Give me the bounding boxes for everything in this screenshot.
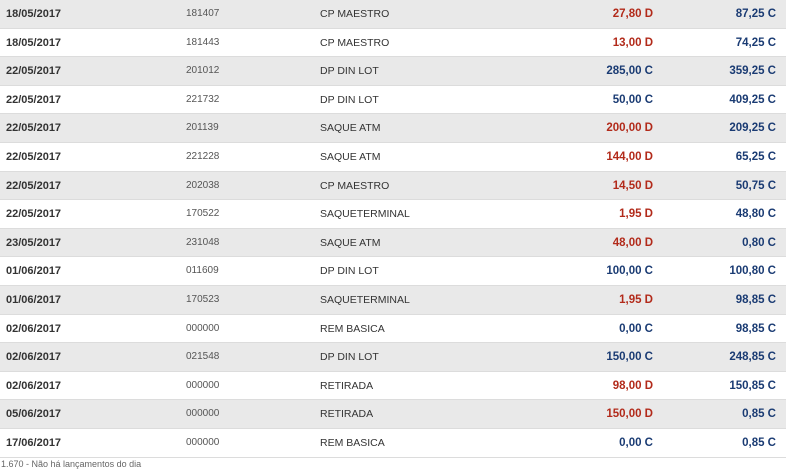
statement-footnote: 1.670 - Não há lançamentos do dia [1, 459, 142, 469]
document-number-cell: 011609 [186, 265, 219, 277]
balance-cell: 48,80 C [735, 208, 776, 221]
date-cell: 05/06/2017 [6, 408, 62, 421]
balance-cell: 50,75 C [735, 179, 776, 192]
balance-cell: 98,85 C [735, 293, 776, 306]
description-cell: SAQUE ATM [320, 122, 381, 135]
amount-cell: 13,00 D [612, 36, 653, 49]
document-number-cell: 201012 [186, 65, 220, 77]
table-row: 22/05/2017 201139 SAQUE ATM 200,00 D 209,25 … [0, 114, 786, 143]
description-cell: RETIRADA [320, 379, 374, 392]
table-row: 22/05/2017 201012 DP DIN LOT 285,00 C 359,25… [0, 57, 786, 86]
date-cell: 01/06/2017 [6, 265, 62, 278]
document-number-cell: 170523 [186, 293, 220, 305]
document-number-cell: 201139 [186, 122, 219, 134]
description-cell: CP MAESTRO [320, 179, 390, 192]
statement-table: 18/05/2017 181407 CP MAESTRO 27,80 D 87,25 C… [0, 0, 786, 458]
amount-cell: 285,00 C [606, 65, 653, 78]
description-cell: SAQUE ATM [320, 236, 381, 249]
date-cell: 02/06/2017 [6, 351, 62, 364]
document-number-cell: 221732 [186, 93, 220, 105]
table-row: 17/06/2017 000000 REM BASICA 0,00 C 0,85 C [0, 428, 786, 458]
balance-cell: 150,85 C [729, 379, 776, 392]
amount-cell: 27,80 D [612, 8, 653, 20]
balance-cell: 65,25 C [735, 150, 776, 163]
balance-cell: 98,85 C [735, 322, 776, 335]
amount-cell: 144,00 D [606, 150, 653, 163]
table-row: 18/05/2017 181443 CP MAESTRO 13,00 D 74,25 C [0, 28, 786, 58]
description-cell: DP DIN LOT [320, 265, 379, 278]
document-number-cell: 170522 [186, 208, 220, 220]
table-row: 02/06/2017 021548 DP DIN LOT 150,00 C 248,85… [0, 343, 786, 372]
amount-cell: 1,95 D [619, 293, 653, 306]
table-row: 01/06/2017 170523 SAQUETERMINAL 1,95 D 98,85… [0, 285, 786, 315]
table-row: 02/06/2017 000000 REM BASICA 0,00 C 98,85 C [0, 314, 786, 344]
document-number-cell: 000000 [186, 436, 220, 448]
date-cell: 22/05/2017 [6, 93, 62, 106]
description-cell: REM BASICA [320, 436, 385, 449]
table-row: 23/05/2017 231048 SAQUE ATM 48,00 D 0,80 C [0, 228, 786, 258]
date-cell: 22/05/2017 [6, 65, 62, 78]
date-cell: 22/05/2017 [6, 208, 62, 221]
table-row: 02/06/2017 000000 RETIRADA 98,00 D 150,85 C [0, 371, 786, 401]
balance-cell: 0,85 C [742, 408, 776, 421]
amount-cell: 1,95 D [619, 208, 653, 221]
date-cell: 01/06/2017 [6, 293, 62, 306]
description-cell: DP DIN LOT [320, 351, 379, 364]
date-cell: 02/06/2017 [6, 322, 62, 335]
description-cell: DP DIN LOT [320, 93, 379, 106]
amount-cell: 50,00 C [612, 93, 653, 106]
balance-cell: 359,25 C [729, 65, 776, 78]
date-cell: 02/06/2017 [6, 379, 62, 392]
document-number-cell: 231048 [186, 236, 220, 248]
document-number-cell: 181407 [186, 8, 220, 19]
document-number-cell: 000000 [186, 322, 220, 334]
amount-cell: 48,00 D [612, 236, 653, 249]
document-number-cell: 202038 [186, 179, 220, 191]
amount-cell: 0,00 C [619, 322, 653, 335]
table-row: 22/05/2017 170522 SAQUETERMINAL 1,95 D 48,80… [0, 200, 786, 229]
table-row: 22/05/2017 221228 SAQUE ATM 144,00 D 65,25 C [0, 142, 786, 172]
amount-cell: 150,00 C [606, 351, 653, 364]
table-row: 22/05/2017 221732 DP DIN LOT 50,00 C 409,25 … [0, 85, 786, 115]
date-cell: 18/05/2017 [6, 36, 62, 49]
amount-cell: 0,00 C [619, 436, 653, 449]
amount-cell: 14,50 D [612, 179, 653, 192]
date-cell: 18/05/2017 [6, 8, 62, 20]
balance-cell: 409,25 C [729, 93, 776, 106]
description-cell: SAQUETERMINAL [320, 208, 410, 221]
date-cell: 22/05/2017 [6, 122, 62, 135]
balance-cell: 248,85 C [729, 351, 776, 364]
document-number-cell: 221228 [186, 150, 220, 162]
amount-cell: 150,00 D [606, 408, 653, 421]
amount-cell: 100,00 C [606, 265, 653, 278]
table-row: 01/06/2017 011609 DP DIN LOT 100,00 C 100,80… [0, 257, 786, 286]
date-cell: 17/06/2017 [6, 436, 62, 449]
balance-cell: 0,80 C [742, 236, 776, 249]
balance-cell: 74,25 C [735, 36, 776, 49]
balance-cell: 87,25 C [735, 8, 776, 20]
document-number-cell: 181443 [186, 36, 220, 48]
description-cell: CP MAESTRO [320, 36, 390, 49]
table-row: 05/06/2017 000000 RETIRADA 150,00 D 0,85 C [0, 400, 786, 429]
document-number-cell: 000000 [186, 379, 220, 391]
description-cell: RETIRADA [320, 408, 374, 421]
date-cell: 23/05/2017 [6, 236, 62, 249]
description-cell: DP DIN LOT [320, 65, 379, 78]
table-row: 22/05/2017 202038 CP MAESTRO 14,50 D 50,75 C [0, 171, 786, 201]
document-number-cell: 000000 [186, 408, 220, 420]
balance-cell: 209,25 C [729, 122, 776, 135]
description-cell: REM BASICA [320, 322, 385, 335]
balance-cell: 100,80 C [729, 265, 776, 278]
amount-cell: 200,00 D [606, 122, 653, 135]
amount-cell: 98,00 D [612, 379, 653, 392]
description-cell: CP MAESTRO [320, 8, 390, 20]
document-number-cell: 021548 [186, 351, 220, 363]
date-cell: 22/05/2017 [6, 179, 62, 192]
balance-cell: 0,85 C [742, 436, 776, 449]
date-cell: 22/05/2017 [6, 150, 62, 163]
description-cell: SAQUE ATM [320, 150, 381, 163]
description-cell: SAQUETERMINAL [320, 293, 410, 306]
table-row: 18/05/2017 181407 CP MAESTRO 27,80 D 87,25 C [0, 0, 786, 29]
